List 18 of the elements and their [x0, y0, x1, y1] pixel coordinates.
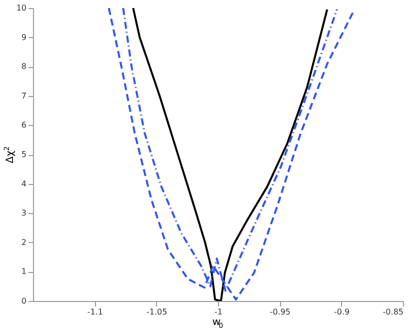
x-tick-label: -1.1: [87, 308, 103, 316]
x-tick-label: -0.85: [382, 308, 404, 316]
line-series: [108, 8, 355, 301]
y-tick-label: 0: [21, 296, 26, 306]
y-tick-label: 4: [21, 179, 26, 188]
x-tick-label: -1: [214, 308, 222, 316]
y-tick-label: 9: [21, 32, 26, 42]
x-tick-label: -0.95: [270, 308, 291, 316]
y-tick-label: 3: [21, 208, 26, 218]
y-tick-label: 2: [21, 238, 26, 247]
x-tick-label: -1.05: [146, 308, 168, 316]
y-tick-label: 7: [21, 91, 26, 100]
y-tick-label: 5: [21, 150, 26, 159]
y-tick-label: 6: [21, 120, 26, 130]
y-tick-label: 10: [16, 4, 26, 12]
x-tick-label: -0.9: [334, 308, 350, 316]
y-tick-label: 1: [21, 267, 26, 276]
y-tick-label: 8: [21, 62, 26, 72]
